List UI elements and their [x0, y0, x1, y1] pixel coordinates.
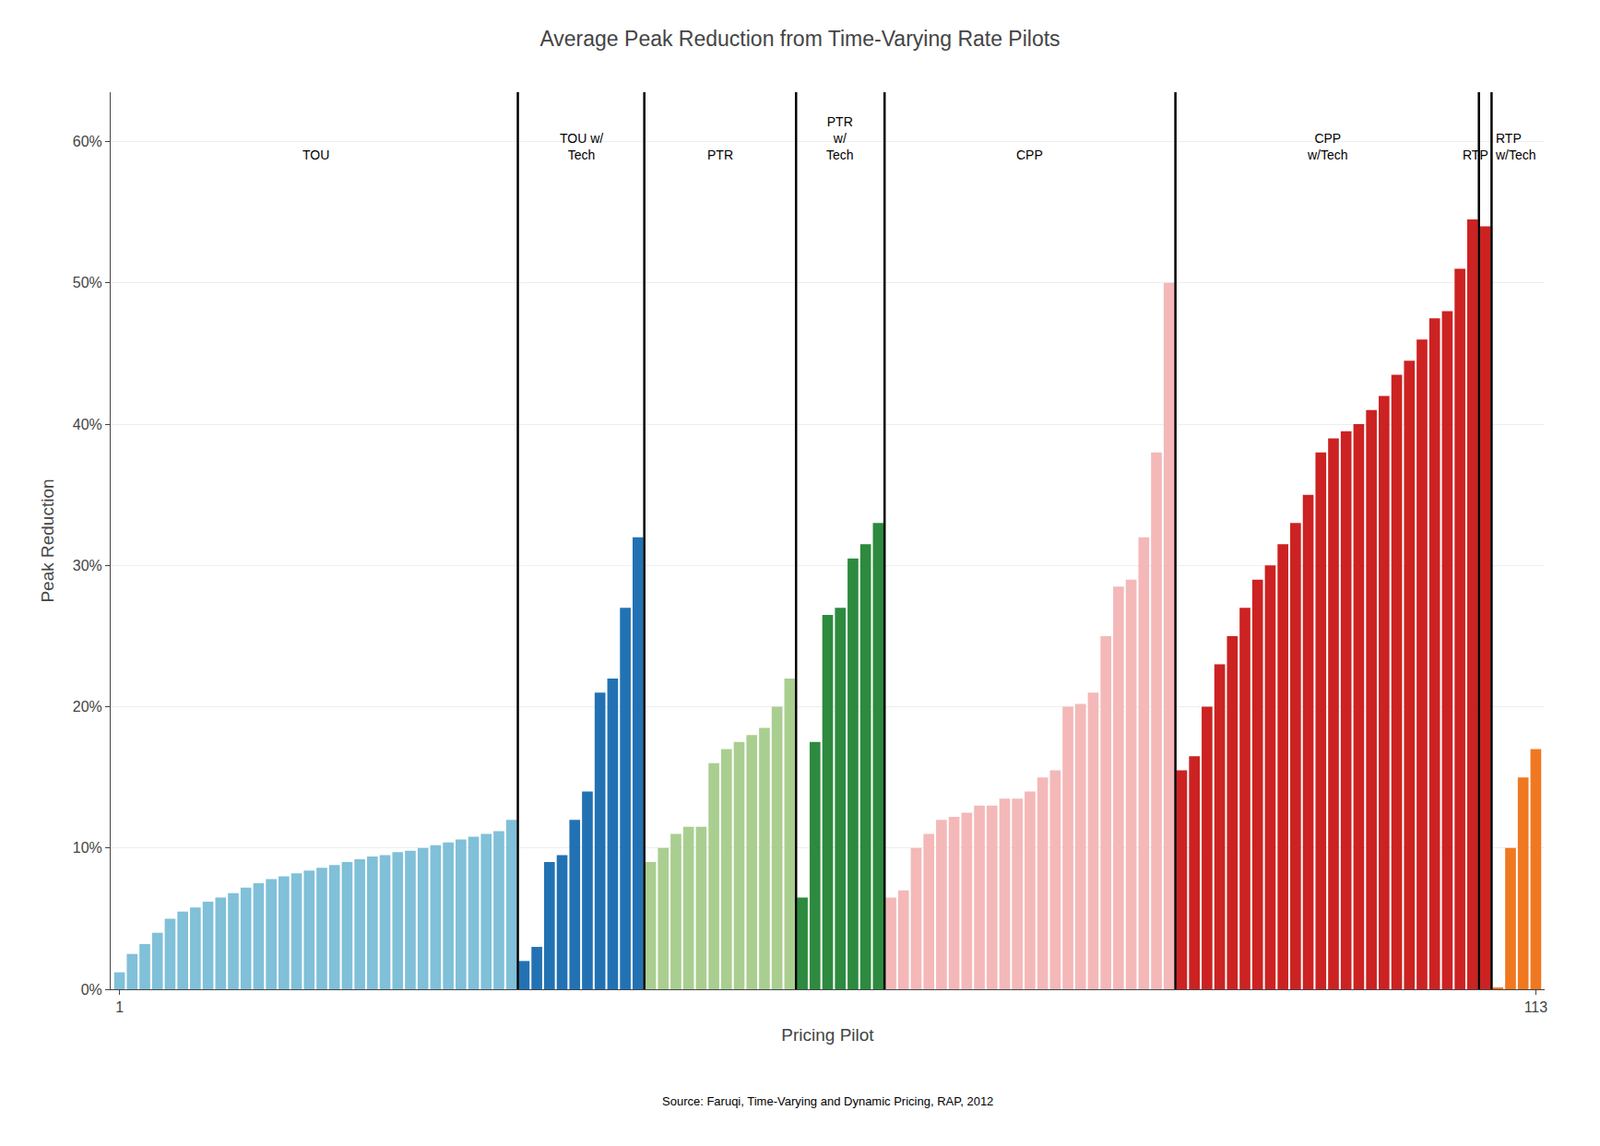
svg-text:113: 113	[1524, 999, 1549, 1016]
svg-text:RTPw/Tech: RTPw/Tech	[1494, 130, 1537, 163]
svg-text:Average Peak Reduction from Ti: Average Peak Reduction from Time-Varying…	[539, 26, 1060, 51]
svg-text:Pricing Pilot: Pricing Pilot	[781, 1025, 875, 1045]
svg-text:TOU: TOU	[302, 147, 330, 163]
svg-text:0%: 0%	[81, 982, 103, 998]
svg-text:PTR: PTR	[707, 147, 734, 163]
svg-text:PTRw/Tech: PTRw/Tech	[826, 114, 854, 163]
svg-text:Peak Reduction: Peak Reduction	[37, 478, 58, 603]
svg-text:CPPw/Tech: CPPw/Tech	[1306, 130, 1349, 163]
svg-text:20%: 20%	[72, 699, 103, 715]
svg-text:TOU w/Tech: TOU w/Tech	[559, 130, 604, 163]
svg-text:CPP: CPP	[1016, 147, 1043, 163]
svg-text:30%: 30%	[72, 557, 103, 574]
svg-text:1: 1	[115, 999, 124, 1016]
svg-text:50%: 50%	[72, 274, 103, 291]
svg-text:40%: 40%	[72, 416, 103, 433]
svg-text:Source: Faruqi, Time-Varying a: Source: Faruqi, Time-Varying and Dynamic…	[662, 1094, 994, 1109]
svg-text:60%: 60%	[72, 133, 103, 150]
svg-text:10%: 10%	[72, 840, 103, 856]
svg-text:RTP: RTP	[1462, 147, 1489, 163]
